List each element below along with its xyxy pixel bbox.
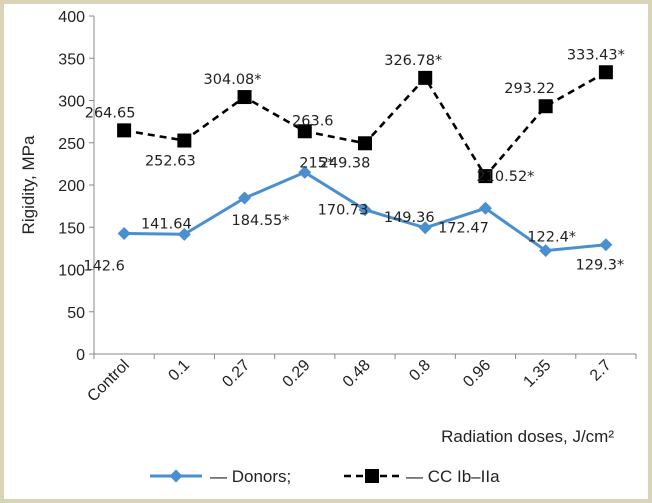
cc-data-label: 249.38 xyxy=(320,155,371,171)
cc-data-label: 333.43* xyxy=(567,47,625,63)
cc-data-point xyxy=(538,99,553,114)
donors-data-point xyxy=(358,203,372,217)
donors-data-label: 129.3* xyxy=(576,258,625,274)
donors-data-label: 170.73 xyxy=(318,203,369,219)
legend-label-cc: — CC Ib–IIa xyxy=(406,467,500,486)
cc-data-label: 263.6 xyxy=(292,113,334,129)
y-tick-label: 300 xyxy=(58,94,85,111)
y-tick-label: 100 xyxy=(58,263,85,280)
y-tick-label: 150 xyxy=(58,220,85,237)
donors-data-point xyxy=(478,201,492,215)
x-tick-label: 0.8 xyxy=(406,357,434,385)
legend-marker-cc xyxy=(365,469,379,483)
cc-data-label: 264.65 xyxy=(85,105,136,121)
donors-data-point xyxy=(599,238,613,252)
donors-data-label: 141.64 xyxy=(141,216,192,232)
x-tick-label: 1.35 xyxy=(520,357,554,391)
donors-data-point xyxy=(539,244,553,258)
donors-data-label: 184.55* xyxy=(232,213,290,229)
cc-data-label: 252.63 xyxy=(145,154,196,170)
x-tick-label: 0.1 xyxy=(165,357,193,385)
cc-data-label: 293.22 xyxy=(504,81,555,97)
y-tick-label: 250 xyxy=(58,136,85,153)
cc-data-label: 326.78* xyxy=(384,53,442,69)
x-tick-label: 0.48 xyxy=(340,357,374,391)
x-tick-label: 0.96 xyxy=(460,357,494,391)
y-tick-label: 200 xyxy=(58,178,85,195)
cc-data-point xyxy=(598,65,613,80)
legend-marker-donors xyxy=(169,469,183,483)
donors-data-label: 149.36 xyxy=(384,210,435,226)
cc-data-point xyxy=(237,90,252,105)
donors-data-label: 142.6 xyxy=(83,259,125,275)
cc-data-label: 304.08* xyxy=(204,72,262,88)
y-axis-title: Rigidity, MPa xyxy=(19,135,38,234)
cc-data-point xyxy=(358,136,372,151)
cc-data-point xyxy=(297,124,312,139)
x-tick-label: 2.7 xyxy=(587,357,615,385)
donors-data-point xyxy=(298,165,312,179)
donors-data-point xyxy=(238,191,252,205)
cc-data-point xyxy=(478,169,493,184)
x-tick-label: Control xyxy=(84,357,132,405)
x-axis-title: Radiation doses, J/cm² xyxy=(441,427,614,446)
donors-data-label: 215* xyxy=(299,155,334,171)
x-tick-label: 0.27 xyxy=(219,357,253,391)
cc-data-point xyxy=(117,123,132,138)
legend-label-donors: — Donors; xyxy=(210,467,291,486)
cc-data-point xyxy=(418,70,433,85)
x-tick-label: 0.29 xyxy=(280,357,314,391)
donors-data-label: 172.47 xyxy=(438,220,489,236)
cc-data-label: 210.52* xyxy=(476,169,534,185)
y-tick-label: 0 xyxy=(76,347,85,364)
y-tick-label: 400 xyxy=(58,9,85,26)
donors-data-point xyxy=(177,227,191,241)
y-tick-label: 350 xyxy=(58,51,85,68)
y-tick-label: 50 xyxy=(67,305,85,322)
cc-data-point xyxy=(177,133,192,148)
donors-data-point xyxy=(418,221,432,235)
donors-data-label: 122.4* xyxy=(527,230,576,246)
donors-data-point xyxy=(117,227,131,241)
